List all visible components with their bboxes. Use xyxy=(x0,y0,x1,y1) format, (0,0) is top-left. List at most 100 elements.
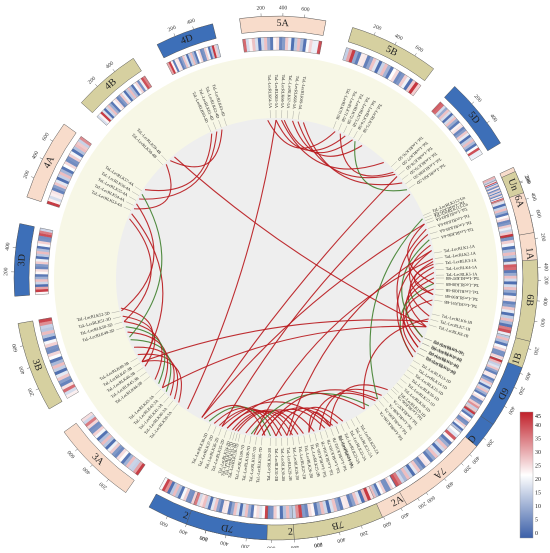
tick-mark xyxy=(31,177,34,178)
tick-mark xyxy=(174,33,175,36)
tick-label: 400 xyxy=(186,18,196,26)
density-cell xyxy=(279,506,283,519)
chromosome-label: 1A xyxy=(523,247,535,261)
tick-mark xyxy=(526,198,529,199)
density-cell xyxy=(35,276,48,279)
tick-mark xyxy=(113,69,115,71)
tick-label: 600 xyxy=(41,132,51,142)
density-cell xyxy=(35,279,48,282)
chromosome-label: 6B xyxy=(524,294,536,307)
density-cell xyxy=(283,506,287,519)
density-cell xyxy=(35,281,48,284)
legend-tick-label: 30 xyxy=(535,450,541,456)
tick-mark xyxy=(107,479,109,481)
tick-mark xyxy=(225,535,226,538)
density-cell xyxy=(504,273,517,276)
density-cell xyxy=(273,37,276,50)
gene-label: TaL-LecRLK87-6B xyxy=(446,276,479,281)
tick-label: 600 xyxy=(382,520,392,529)
density-cell xyxy=(267,37,271,50)
tick-label: 600 xyxy=(159,519,169,528)
chromosome-7d: 200 400 600 7D xyxy=(186,492,268,548)
tick-label: 400 xyxy=(220,539,229,547)
chromosome-label: 5A xyxy=(276,18,289,29)
tick-label: 400 xyxy=(542,263,548,272)
tick-mark xyxy=(504,406,507,407)
tick-mark xyxy=(470,454,472,456)
tick-mark xyxy=(418,498,420,501)
tick-label: 400 xyxy=(179,527,189,536)
tick-label: 400 xyxy=(18,365,27,375)
legend-max-label: 45 xyxy=(535,414,541,420)
tick-label: 400 xyxy=(399,510,409,519)
tick-mark xyxy=(166,516,167,519)
legend-tick-label: 35 xyxy=(535,437,541,443)
tick-mark xyxy=(426,493,428,495)
tick-mark xyxy=(401,508,402,511)
tick-label: 600 xyxy=(267,545,276,548)
gene-label: TaL-LecRLK31-2B xyxy=(274,448,279,481)
tick-label: 600 xyxy=(199,534,209,542)
density-cell xyxy=(504,279,517,282)
tick-label: 200 xyxy=(241,543,250,548)
density-cell xyxy=(273,506,276,519)
tick-label: 400 xyxy=(290,544,299,548)
legend-tick-label: 5 xyxy=(535,518,538,524)
tick-mark xyxy=(374,32,375,35)
tick-label: 600 xyxy=(538,318,545,327)
tick-label: 200 xyxy=(539,233,546,242)
tick-mark xyxy=(95,84,97,86)
tick-mark xyxy=(520,373,523,374)
tick-label: 400 xyxy=(105,60,115,70)
tick-mark xyxy=(483,438,485,440)
tick-mark xyxy=(185,524,186,527)
density-cell xyxy=(504,270,517,273)
tick-label: 200 xyxy=(27,387,36,397)
density-cell xyxy=(276,37,279,50)
inner-disc-background xyxy=(116,118,436,438)
tick-mark xyxy=(50,140,53,142)
tick-label: 200 xyxy=(167,25,177,34)
tick-mark xyxy=(530,215,533,216)
tick-mark xyxy=(528,349,531,350)
tick-mark xyxy=(395,42,396,45)
legend-tick-label: 10 xyxy=(535,504,541,510)
tick-label: 200 xyxy=(532,346,540,356)
tick-mark xyxy=(514,387,517,388)
tick-label: 400 xyxy=(523,371,532,381)
chromosome-label: 7D xyxy=(220,521,234,534)
tick-label: 200 xyxy=(22,170,31,180)
tick-mark xyxy=(461,463,463,465)
tick-mark xyxy=(361,526,362,529)
tick-label: 200 xyxy=(484,438,494,448)
tick-label: 600 xyxy=(11,343,19,353)
tick-label: 200 xyxy=(517,386,526,396)
legend-tick-label: 20 xyxy=(535,477,541,483)
legend-tick-label: 25 xyxy=(535,464,541,470)
tick-mark xyxy=(384,517,385,520)
tick-mark xyxy=(520,182,523,183)
tick-label: 200 xyxy=(473,94,483,104)
tick-label: 400 xyxy=(506,405,515,415)
legend-tick-label: 0 xyxy=(535,531,538,537)
tick-mark xyxy=(90,465,92,467)
tick-mark xyxy=(20,346,23,347)
tick-mark xyxy=(36,389,39,390)
tick-label: 600 xyxy=(534,209,542,219)
tick-label: 400 xyxy=(541,297,548,306)
tick-label: 200 xyxy=(3,267,9,276)
tick-mark xyxy=(339,532,340,535)
tick-label: 600 xyxy=(414,45,424,55)
tick-label: 400 xyxy=(336,536,346,544)
chromosome-label: 3D xyxy=(16,254,28,267)
density-cell xyxy=(504,276,517,279)
tick-mark xyxy=(472,102,474,104)
legend-gradient-bar xyxy=(520,412,533,538)
tick-label: 400 xyxy=(393,33,403,42)
tick-label: 200 xyxy=(256,5,265,11)
tick-mark xyxy=(520,181,523,182)
